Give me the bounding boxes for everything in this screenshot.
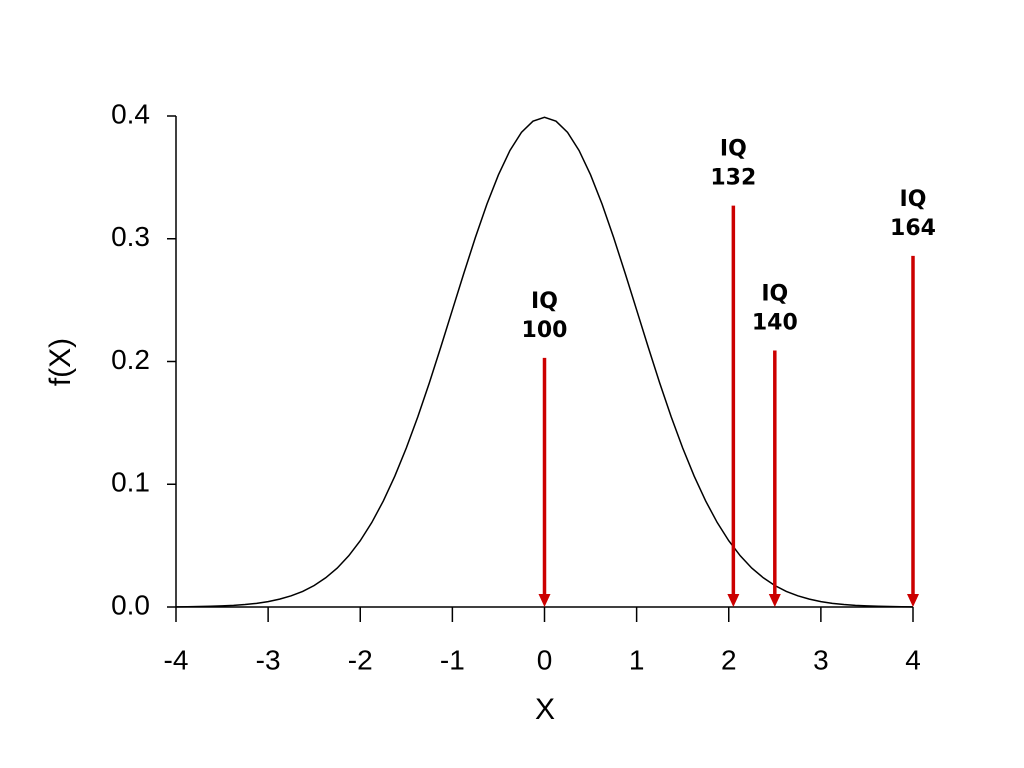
x-tick-label: -1: [440, 644, 465, 675]
annotation-label: IQ: [761, 281, 788, 306]
arrow-head: [727, 594, 740, 607]
annotation-label: IQ: [720, 137, 747, 162]
arrow-head: [907, 594, 919, 607]
density-curve: [175, 116, 914, 608]
y-tick-label: 0.0: [111, 589, 150, 620]
x-axis-label: X: [535, 693, 555, 726]
x-tick-label: 0: [537, 644, 553, 675]
y-tick-label: 0.3: [111, 221, 150, 252]
y-tick-label: 0.1: [111, 467, 150, 498]
annotation-label: 164: [890, 216, 936, 241]
x-tick-label: -3: [256, 644, 281, 675]
annotation-label: 132: [710, 166, 756, 191]
x-tick-label: 4: [905, 644, 921, 675]
x-tick-label: 3: [813, 644, 829, 675]
y-tick-label: 0.2: [111, 344, 150, 375]
x-tick-label: -4: [164, 644, 189, 675]
annotation-label: IQ: [531, 289, 558, 314]
annotation-label: 100: [522, 318, 568, 343]
x-tick-label: 1: [629, 644, 645, 675]
y-tick-label: 0.4: [111, 98, 150, 129]
arrow-head: [768, 594, 781, 607]
x-tick-label: -2: [348, 644, 373, 675]
x-tick-label: 2: [721, 644, 737, 675]
arrow-head: [538, 594, 551, 607]
annotation-label: IQ: [900, 187, 927, 212]
annotation-label: 140: [752, 310, 798, 335]
y-axis-label: f(X): [44, 338, 77, 386]
